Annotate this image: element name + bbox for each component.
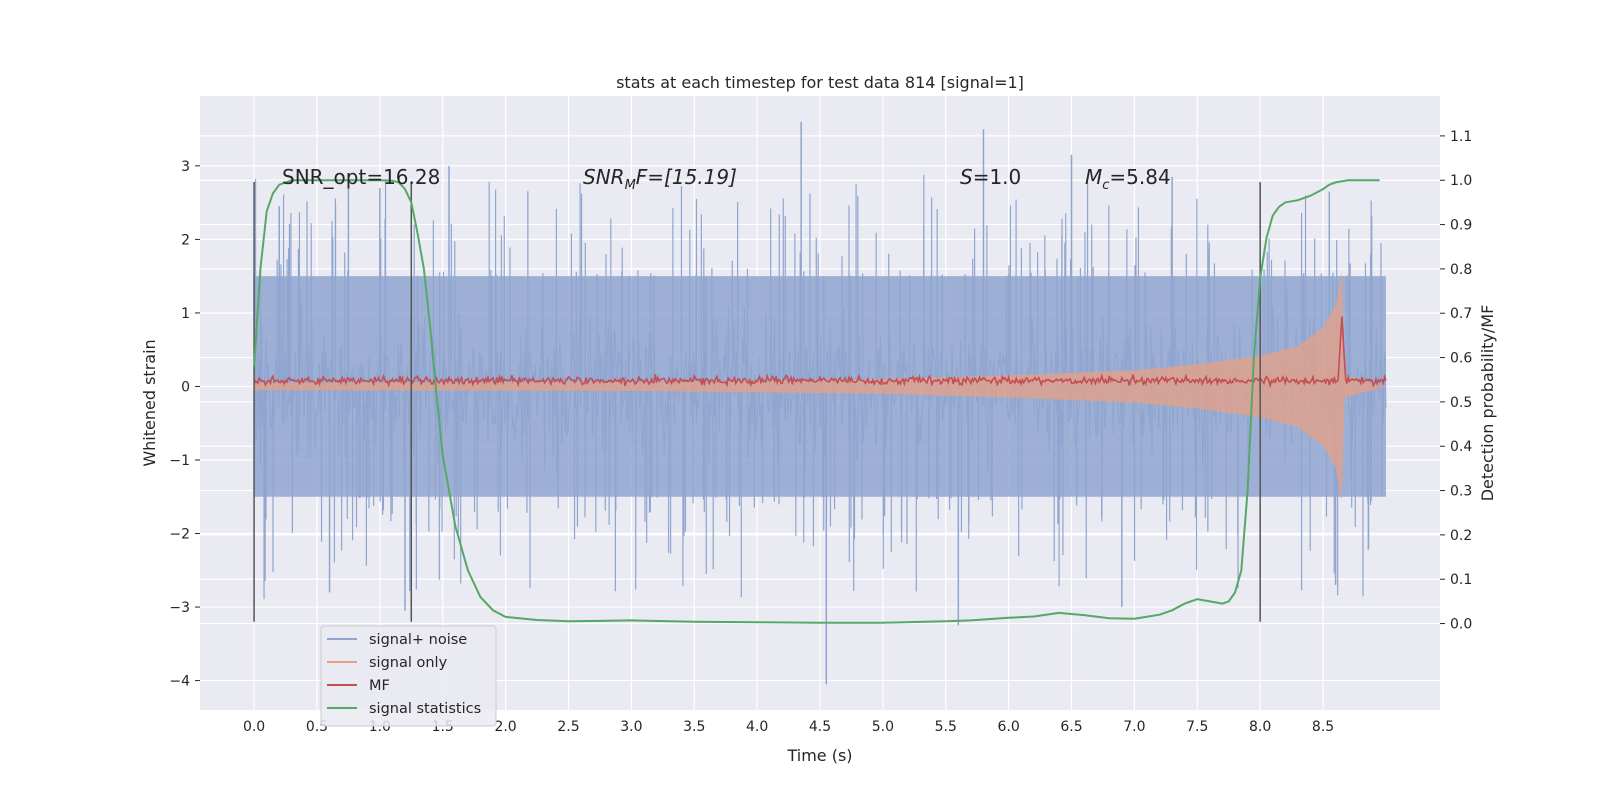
x-tick-label-4: 2.0: [494, 719, 516, 735]
legend-label-signal-noise: signal+ noise: [369, 632, 467, 648]
x-tick-label-8: 4.0: [746, 719, 768, 735]
y2-tick-label-6: 0.5: [1450, 395, 1472, 411]
series-signal-statistics: [253, 179, 1380, 624]
x-axis-ticks: 0.0 0.5 1.0 1.5 2.0 2.5 3.0 3.5 4.0 4.5 5.0 5.5 6.0 6…: [243, 719, 1334, 735]
annotation-mc: Mc=5.84: [1085, 165, 1171, 193]
y2-tick-label-5: 0.6: [1450, 351, 1472, 367]
y-tick-label-1: 2: [181, 232, 190, 248]
vertical-markers: [253, 182, 1261, 622]
y2-tick-label-3: 0.8: [1450, 262, 1472, 278]
series-mf: [253, 316, 1387, 389]
x-tick-label-15: 7.5: [1186, 719, 1208, 735]
x-tick-label-6: 3.0: [620, 719, 642, 735]
y2-tick-label-1: 1.0: [1450, 173, 1472, 189]
mf-line: [253, 316, 1387, 389]
y-tick-label-4: −1: [169, 453, 190, 469]
chart-title: stats at each timestep for test data 814…: [616, 73, 1024, 92]
x-tick-label-9: 4.5: [809, 719, 831, 735]
x-tick-label-16: 8.0: [1249, 719, 1271, 735]
y2-tick-label-9: 0.2: [1450, 528, 1472, 544]
y2-tick-label-2: 0.9: [1450, 218, 1472, 234]
signal-statistics-line: [253, 179, 1380, 624]
x-tick-label-10: 5.0: [872, 719, 894, 735]
legend-label-signal-statistics: signal statistics: [369, 701, 481, 717]
legend-label-mf: MF: [369, 678, 390, 694]
x-tick-label-11: 5.5: [935, 719, 957, 735]
y-axis-label: Whitened strain: [140, 339, 159, 466]
y2-tick-label-11: 0.0: [1450, 617, 1472, 633]
annotation-snr-mf: SNRMF=[15.19]: [583, 165, 737, 193]
y-tick-label-6: −3: [169, 600, 190, 616]
y-tick-label-2: 1: [181, 306, 190, 322]
y2-tick-label-7: 0.4: [1450, 439, 1472, 455]
y-tick-label-0: 3: [181, 159, 190, 175]
x-tick-label-7: 3.5: [683, 719, 705, 735]
x-tick-label-17: 8.5: [1312, 719, 1334, 735]
signal-envelope: [254, 272, 1386, 501]
y2-tick-label-4: 0.7: [1450, 306, 1472, 322]
legend-label-signal-only: signal only: [369, 655, 448, 671]
y-axis-ticks: 3 2 1 0 −1 −2 −3 −4: [169, 159, 200, 690]
legend-box: [320, 625, 497, 727]
y-tick-label-5: −2: [169, 527, 190, 543]
y2-tick-label-0: 1.1: [1450, 129, 1472, 145]
x-tick-label-13: 6.5: [1060, 719, 1082, 735]
y2-axis-label: Detection probability/MF: [1478, 305, 1497, 502]
y2-tick-label-8: 0.3: [1450, 484, 1472, 500]
x-axis-label: Time (s): [786, 746, 852, 765]
x-tick-label-14: 7.0: [1123, 719, 1145, 735]
y2-tick-label-10: 0.1: [1450, 572, 1472, 588]
series-signal-only: [254, 272, 1386, 501]
y-tick-label-7: −4: [169, 674, 190, 690]
annotation-s: S=1.0: [960, 165, 1021, 189]
y-tick-label-3: 0: [181, 379, 190, 395]
y2-axis-ticks: 1.1 1.0 0.9 0.8 0.7 0.6 0.5 0.4 0.3 0.2 0.1 0.0: [1440, 129, 1472, 633]
x-tick-label-12: 6.0: [998, 719, 1020, 735]
legend: signal+ noise signal only MF signal stat…: [320, 625, 497, 727]
x-tick-label-5: 2.5: [557, 719, 579, 735]
annotation-snr-opt: SNR_opt=16.28: [282, 165, 440, 189]
x-tick-label-0: 0.0: [243, 719, 265, 735]
